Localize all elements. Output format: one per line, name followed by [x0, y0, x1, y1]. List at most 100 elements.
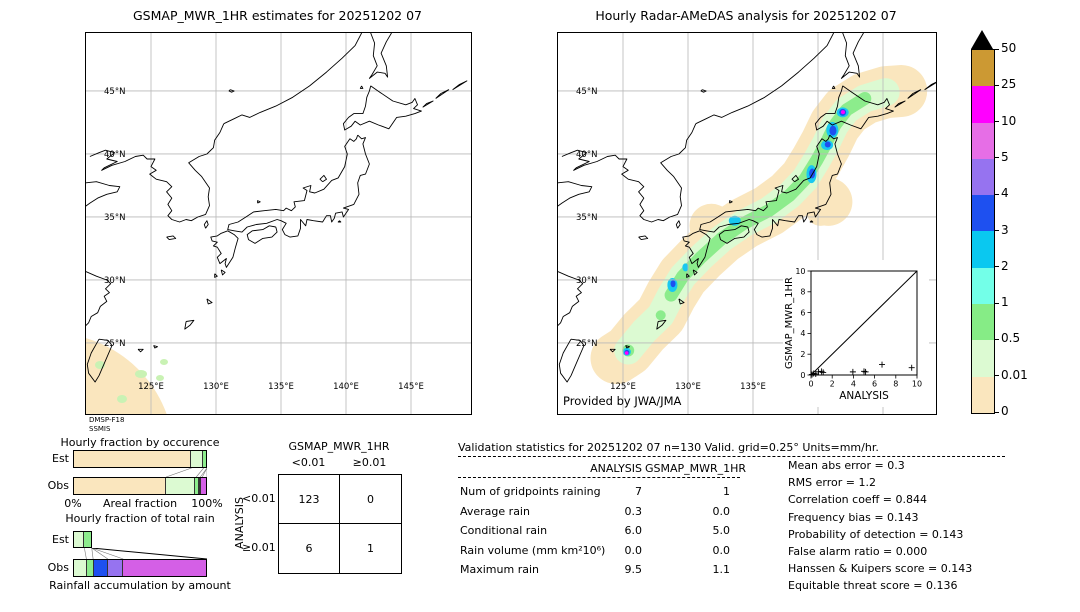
scatter-point: [849, 368, 856, 375]
bar-segment: [93, 560, 109, 576]
coastline: [840, 33, 864, 79]
coastline: [907, 89, 922, 99]
colorbar-tick-label: 50: [1001, 41, 1017, 55]
precip-band-moderate: [655, 310, 666, 321]
colorbar-tick: [994, 230, 999, 231]
inset-x-tick-label: 6: [872, 380, 877, 389]
colorbar-segment: [972, 304, 994, 341]
left-map: 45°N 40°N 35°N 30°N 25°N 125°E 130°E 135°E 140°E…: [85, 32, 472, 415]
contingency-table: 123 0 6 1: [278, 474, 402, 574]
lat-tick-label: 35°N: [576, 213, 597, 223]
coastline: [359, 85, 364, 89]
coastline: [729, 200, 733, 204]
lon-tick-label: 125°E: [610, 382, 636, 392]
bar-segment: [201, 478, 207, 494]
coastline: [223, 33, 362, 125]
precip-core-cyan: [682, 263, 689, 272]
occurrence-xaxis-label: Areal fraction: [102, 497, 178, 510]
lat-tick-label: 25°N: [576, 339, 597, 349]
coastline: [558, 338, 585, 383]
stats-title: Validation statistics for 20251202 07 n=…: [458, 441, 879, 454]
precip-core-blue: [824, 141, 831, 148]
lat-tick-label: 40°N: [104, 150, 125, 160]
inset-x-tick-label: 4: [851, 380, 856, 389]
fan-line: [91, 548, 109, 559]
stats-metric: Probability of detection = 0.143: [788, 527, 964, 541]
precip-core-magenta: [840, 110, 845, 115]
stats-header-divider: [458, 477, 740, 478]
coastline: [894, 100, 906, 108]
scatter-point: [879, 361, 886, 368]
colorbar-overflow-triangle: [971, 30, 993, 49]
bar-segment: [195, 478, 200, 494]
occurrence-est-label: Est: [52, 452, 69, 465]
colorbar-tick-label: 0.5: [1001, 331, 1021, 346]
bar-segment: [74, 451, 191, 467]
stats-analysis-value: 9.5: [624, 563, 643, 577]
bar-segment: [123, 560, 206, 576]
bar-segment: [84, 532, 91, 547]
coastline: [86, 271, 112, 326]
fan-line-top: [91, 548, 207, 559]
fan-line: [166, 468, 192, 477]
colorbar-tick-label: 4: [1001, 186, 1009, 201]
coastline: [422, 100, 434, 108]
colorbar-tick: [994, 411, 999, 413]
left-map-title: GSMAP_MWR_1HR estimates for 20251202 07: [133, 8, 422, 23]
coastline: [558, 271, 584, 326]
contingency-col-label-ge: ≥0.01: [352, 456, 387, 469]
coastline: [203, 220, 209, 229]
inset-y-tick-label: 6: [800, 308, 805, 317]
colorbar-segment: [972, 158, 994, 196]
contingency-cell: 1: [367, 542, 374, 555]
contingency-col-label-lt: <0.01: [291, 456, 326, 469]
lon-tick-label: 130°E: [675, 382, 701, 392]
colorbar-segment: [972, 122, 994, 159]
lat-tick-label: 45°N: [576, 87, 597, 97]
coastline: [86, 338, 113, 383]
stats-row-label: Conditional rain: [460, 524, 548, 538]
total-rain-est-label: Est: [52, 533, 69, 546]
lat-tick-label: 25°N: [104, 339, 125, 349]
coastline: [686, 273, 690, 278]
lon-tick-label: 125°E: [138, 382, 164, 392]
total-rain-est-bar: [73, 531, 92, 548]
stats-row-label: Rain volume (mm km²10⁶): [460, 543, 606, 557]
contingency-title: GSMAP_MWR_1HR: [288, 440, 390, 453]
stats-metric: Frequency bias = 0.143: [788, 510, 919, 524]
left-map-source-line2: SSMIS: [89, 425, 111, 433]
stats-metric: RMS error = 1.2: [788, 476, 876, 490]
coastline: [558, 181, 593, 207]
scatter-point: [862, 368, 869, 375]
coastline: [246, 225, 278, 244]
inset-y-tick-label: 2: [800, 350, 805, 359]
coastline: [682, 230, 711, 268]
colorbar-tick-label: 2: [1001, 258, 1009, 273]
coastline: [89, 123, 225, 223]
scatter-point: [820, 369, 827, 376]
right-map-title: Hourly Radar-AMeDAS analysis for 2025120…: [595, 8, 897, 23]
stats-metric: False alarm ratio = 0.000: [788, 545, 928, 558]
inset-x-tick-label: 0: [808, 380, 813, 389]
coastline: [699, 134, 842, 238]
colorbar-segment: [972, 267, 994, 305]
colorbar-tick: [994, 266, 999, 268]
colorbar-tick: [994, 338, 999, 340]
light-rain-speck: [156, 375, 164, 381]
bar-segment: [165, 478, 196, 494]
right-map-credit: Provided by JWA/JMA: [563, 394, 682, 408]
precip-core-magenta: [624, 351, 629, 355]
lon-tick-label: 130°E: [203, 382, 229, 392]
inset-y-tick-label: 10: [795, 267, 805, 276]
total-rain-footer-label: Rainfall accumulation by amount: [49, 579, 231, 592]
scatter-point: [815, 368, 822, 375]
stats-col-header-analysis: ANALYSIS: [590, 462, 642, 475]
fan-line: [196, 468, 204, 477]
lon-tick-label: 145°E: [398, 382, 424, 392]
stats-title-divider: [458, 456, 1005, 457]
coastline: [337, 220, 342, 223]
coastline: [625, 345, 630, 349]
stats-metric: Equitable threat score = 0.136: [788, 579, 958, 593]
colorbar-tick-label: 0.01: [1001, 367, 1028, 382]
coastline: [206, 298, 213, 305]
